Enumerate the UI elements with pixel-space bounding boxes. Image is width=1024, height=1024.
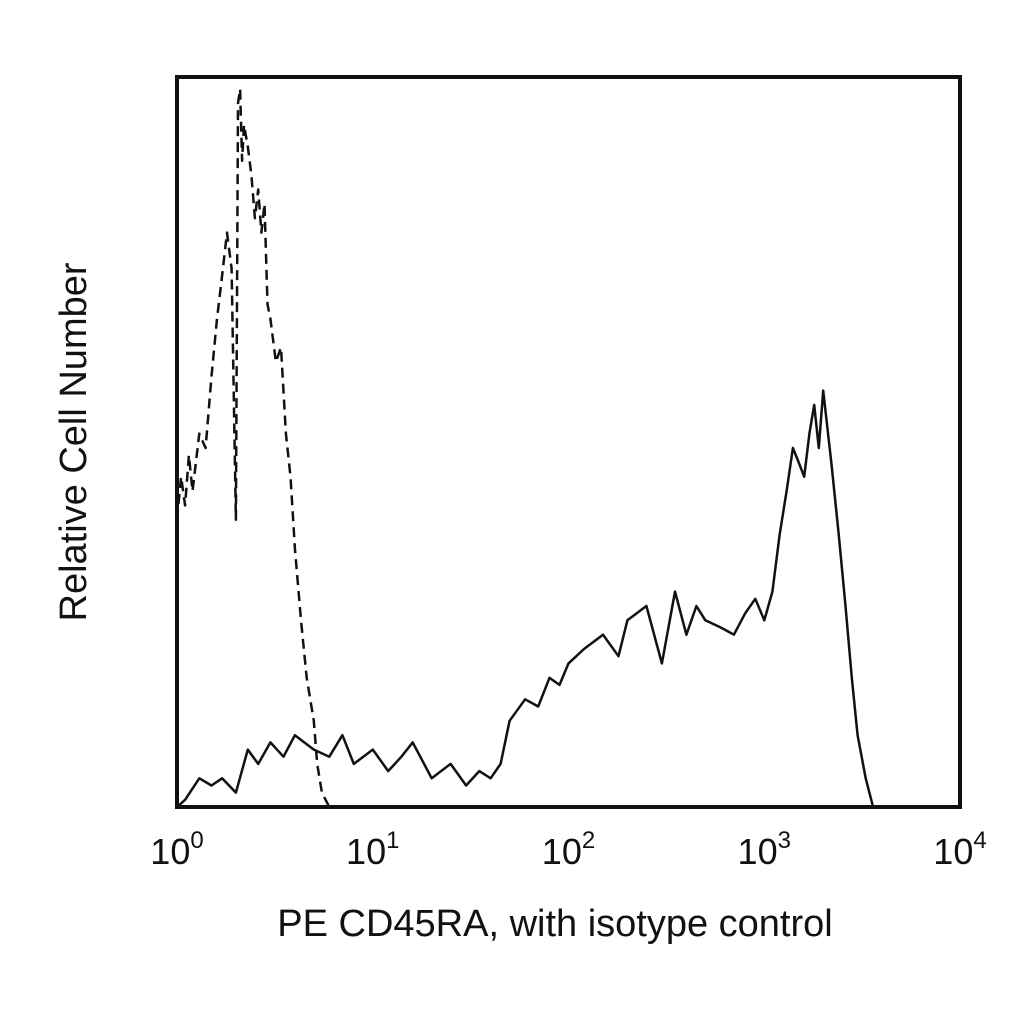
isotype-control-histogram-line: [175, 87, 343, 809]
cd45ra-histogram-line: [176, 389, 960, 809]
x-tick-label: 103: [738, 827, 791, 872]
x-axis-title: PE CD45RA, with isotype control: [277, 903, 832, 945]
x-tick-label: 100: [150, 827, 203, 872]
x-tick-label: 104: [933, 827, 986, 872]
x-tick-label: 101: [346, 827, 399, 872]
plot-area: [175, 87, 960, 809]
x-tick-label: 102: [542, 827, 595, 872]
x-axis-ticks: 100 101 102 103 104: [150, 827, 986, 872]
y-axis-title: Relative Cell Number: [53, 262, 95, 621]
plot-frame: [175, 75, 962, 809]
